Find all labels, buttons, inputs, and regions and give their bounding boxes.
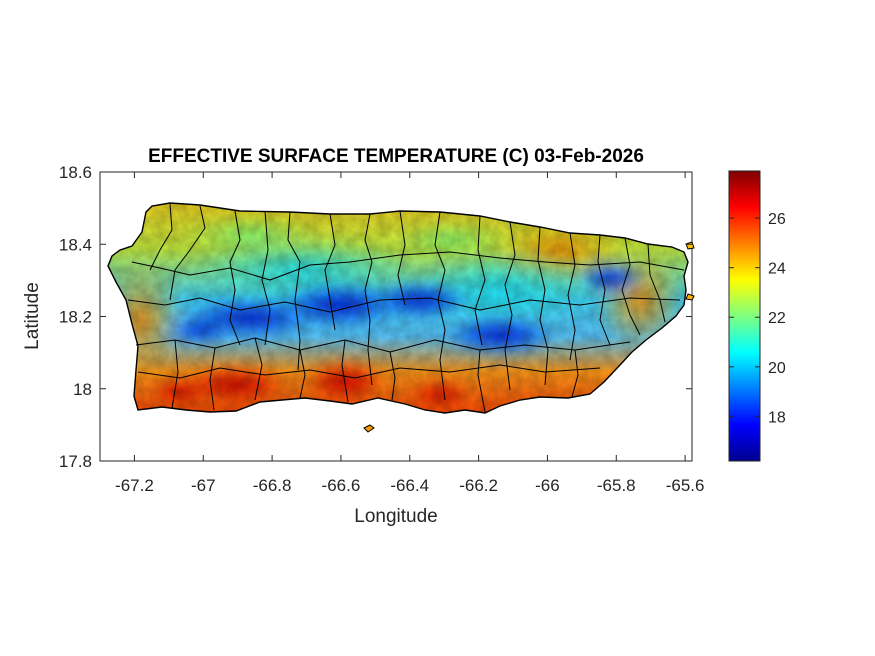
x-tick-label: -67.2 (115, 476, 154, 495)
colorbar-tick-label: 18 (768, 409, 786, 426)
colorbar-tick-label: 22 (768, 310, 786, 327)
y-axis-label: Latitude (22, 282, 43, 350)
x-tick-label: -66.4 (390, 476, 429, 495)
y-tick-label: 18 (73, 380, 92, 399)
x-tick-label: -67 (191, 476, 216, 495)
colorbar-ticks: 18 20 22 24 26 (729, 211, 786, 426)
municipality-borders (127, 203, 685, 413)
y-tick-label: 18.2 (59, 308, 92, 327)
y-axis: 17.8 18 18.2 18.4 18.6 (59, 163, 692, 471)
x-tick-label: -66.2 (459, 476, 498, 495)
caja-de-muertos-island (363, 424, 375, 433)
x-axis: -67.2 -67 -66.8 -66.6 -66.4 -66.2 -66 -65.8 -65.… (115, 172, 704, 495)
y-tick-label: 18.6 (59, 163, 92, 182)
x-axis-label: Longitude (354, 506, 437, 527)
x-tick-label: -65.6 (666, 476, 705, 495)
y-tick-label: 18.4 (59, 235, 92, 254)
colorbar-tick-label: 24 (768, 261, 786, 278)
map-title: EFFECTIVE SURFACE TEMPERATURE (C) 03-Feb… (148, 146, 644, 167)
x-tick-label: -65.8 (597, 476, 636, 495)
colorbar-tick-label: 20 (768, 360, 786, 377)
colorbar-gradient (728, 170, 761, 462)
x-tick-label: -66.6 (322, 476, 361, 495)
colorbar-tick-label: 26 (768, 211, 786, 228)
x-tick-label: -66.8 (253, 476, 292, 495)
y-tick-label: 17.8 (59, 452, 92, 471)
x-tick-label: -66 (535, 476, 560, 495)
eastern-islets (685, 293, 695, 301)
colorbar: 18 20 22 24 26 (728, 170, 786, 462)
